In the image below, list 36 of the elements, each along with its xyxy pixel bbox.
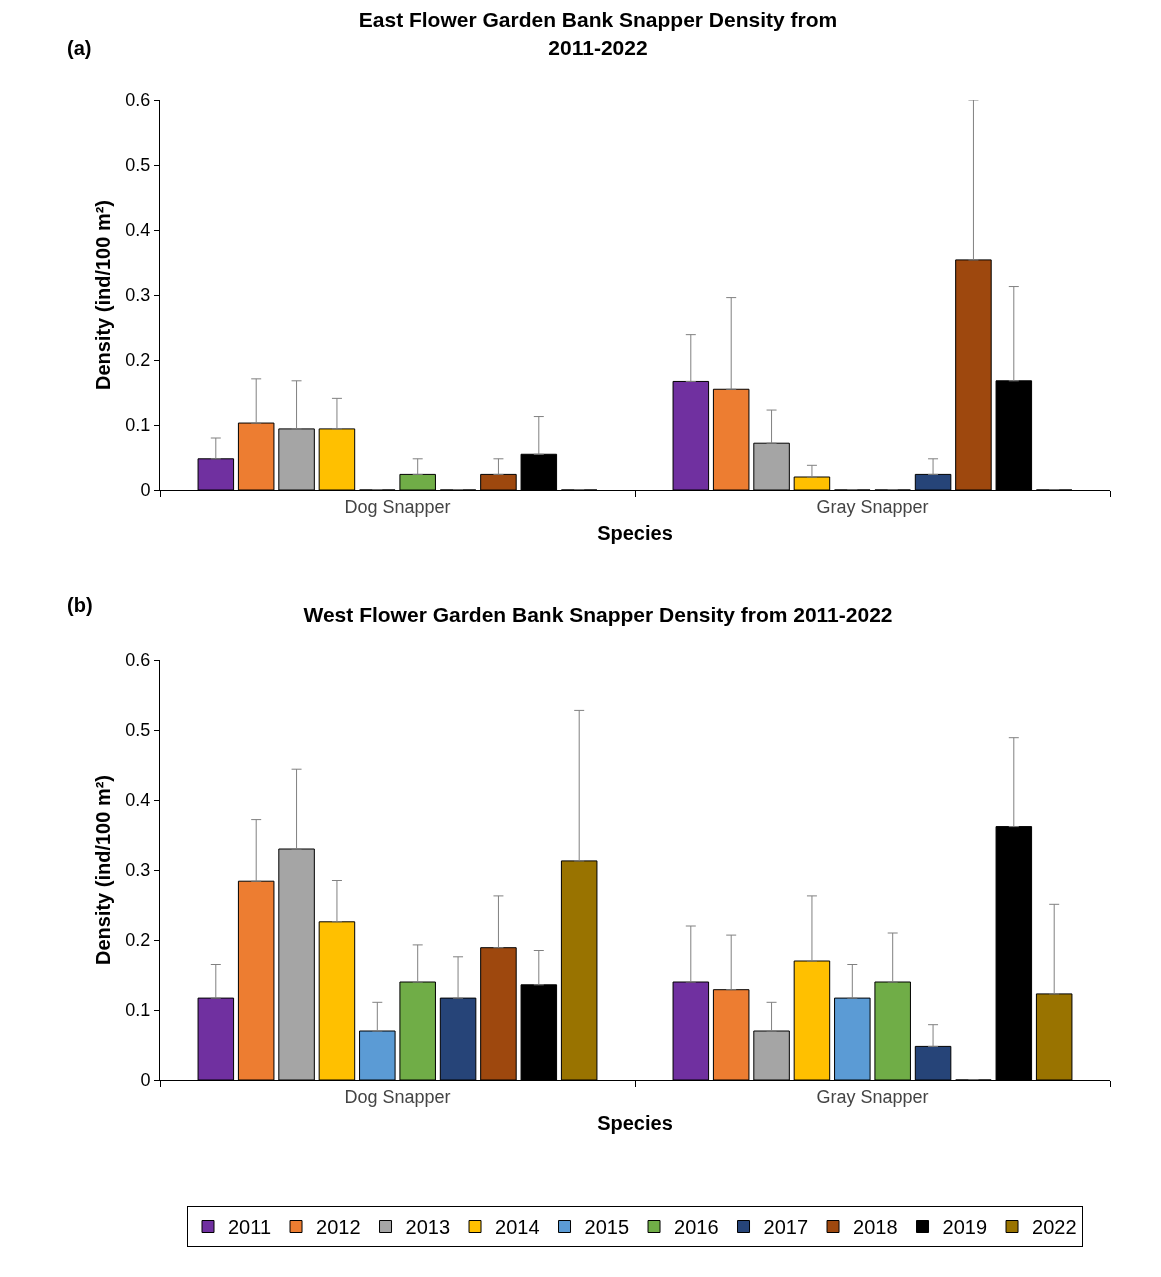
legend-label: 2016	[674, 1216, 719, 1239]
x-tick-label: Gray Snapper	[816, 1086, 929, 1107]
y-tick-label: 0.5	[125, 720, 151, 741]
y-tick-label: 0.6	[125, 90, 151, 111]
legend-label: 2022	[1032, 1216, 1077, 1239]
text: (b)	[67, 594, 93, 616]
y-tick-label: 0.3	[125, 285, 151, 306]
y-tick-label: 0.4	[125, 790, 151, 811]
legend-label: 2013	[405, 1216, 451, 1239]
text: (a)	[67, 37, 92, 59]
legend-label: 2017	[763, 1216, 809, 1239]
y-axis-title: Density (ind/100 m²)	[92, 774, 114, 966]
y-tick-label: 0.2	[125, 930, 151, 951]
chart-title: East Flower Garden Bank Snapper Density from 2011-2022	[358, 8, 838, 59]
x-axis-title: Species	[597, 1112, 673, 1135]
legend-label: 2019	[942, 1216, 988, 1239]
legend-label: 2011	[228, 1216, 272, 1239]
x-axis-title: Species	[597, 522, 673, 545]
legend-label: 2018	[853, 1216, 898, 1239]
legend-label: 2012	[316, 1216, 361, 1239]
y-tick-label: 0.5	[125, 155, 151, 176]
y-tick-label: 0.3	[125, 860, 151, 881]
y-tick-label: 0.1	[125, 1000, 151, 1021]
chart-title: West Flower Garden Bank Snapper Density from 2011-2022	[303, 603, 893, 626]
y-tick-label: 0.2	[125, 350, 151, 371]
y-axis-title: Density (ind/100 m²)	[92, 199, 114, 391]
y-tick-label: 0.1	[125, 415, 151, 436]
legend-label: 2014	[495, 1216, 540, 1239]
x-tick-label: Dog Snapper	[344, 1086, 451, 1107]
legend-label: 2015	[584, 1216, 630, 1239]
y-tick-label: 0.6	[125, 650, 151, 671]
y-tick-label: 0.4	[125, 220, 151, 241]
y-tick-label: 0	[140, 480, 151, 501]
y-tick-label: 0	[140, 1070, 151, 1091]
x-tick-label: Dog Snapper	[344, 496, 451, 517]
x-tick-label: Gray Snapper	[816, 496, 929, 517]
